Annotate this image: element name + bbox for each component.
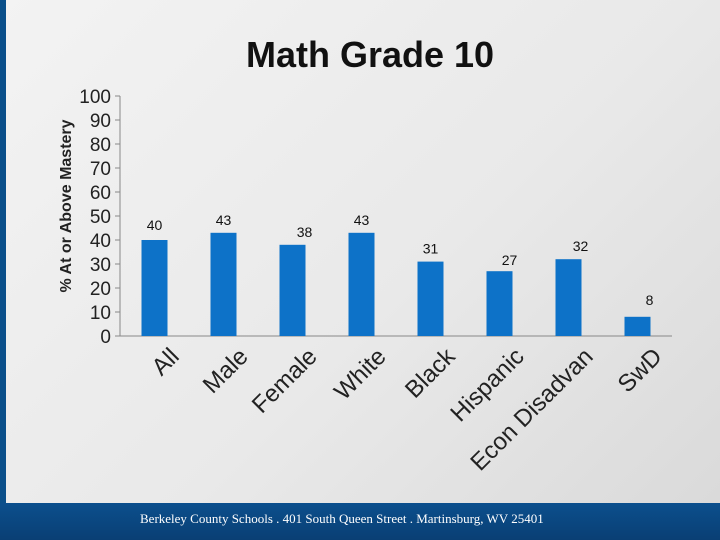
y-tick-label: 90 [90, 111, 111, 132]
y-tick-label: 0 [100, 327, 111, 348]
data-label: 43 [216, 212, 232, 228]
bar [486, 271, 513, 336]
bar [279, 244, 306, 336]
data-label: 43 [354, 212, 370, 228]
y-tick-label: 10 [90, 303, 111, 324]
y-tick-label: 20 [90, 279, 111, 300]
data-label: 8 [646, 292, 654, 308]
data-label: 40 [147, 217, 163, 233]
bar [624, 316, 651, 336]
y-tick-label: 30 [90, 255, 111, 276]
y-tick-label: 70 [90, 159, 111, 180]
bar [417, 261, 444, 336]
x-tick-label: White [329, 343, 391, 405]
data-label: 32 [573, 238, 589, 254]
y-axis-label: % At or Above Mastery [58, 119, 75, 292]
x-tick-label: All [147, 343, 185, 381]
data-label: 38 [297, 224, 313, 240]
chart-title: Math Grade 10 [246, 34, 494, 75]
y-tick-label: 100 [79, 87, 111, 108]
bar [348, 232, 375, 336]
bar [210, 232, 237, 336]
left-accent-bar [0, 0, 6, 540]
y-tick-label: 80 [90, 135, 111, 156]
y-tick-label: 40 [90, 231, 111, 252]
data-label: 31 [423, 241, 439, 257]
footer-bar: Berkeley County Schools . 401 South Quee… [0, 503, 720, 540]
x-tick-label: Female [247, 343, 323, 419]
y-tick-label: 60 [90, 183, 111, 204]
x-tick-label: Male [198, 343, 254, 399]
bar-chart: Math Grade 10 % At or Above Mastery 1009… [58, 34, 672, 476]
x-tick-label: Black [400, 342, 461, 403]
y-tick-label: 50 [90, 207, 111, 228]
bar [555, 259, 582, 336]
x-tick-label: SwD [613, 343, 668, 398]
footer-address: Berkeley County Schools . 401 South Quee… [140, 511, 544, 526]
x-tick-label: Econ Disadvan [465, 343, 598, 476]
data-label: 27 [502, 252, 518, 268]
bar [141, 240, 168, 336]
